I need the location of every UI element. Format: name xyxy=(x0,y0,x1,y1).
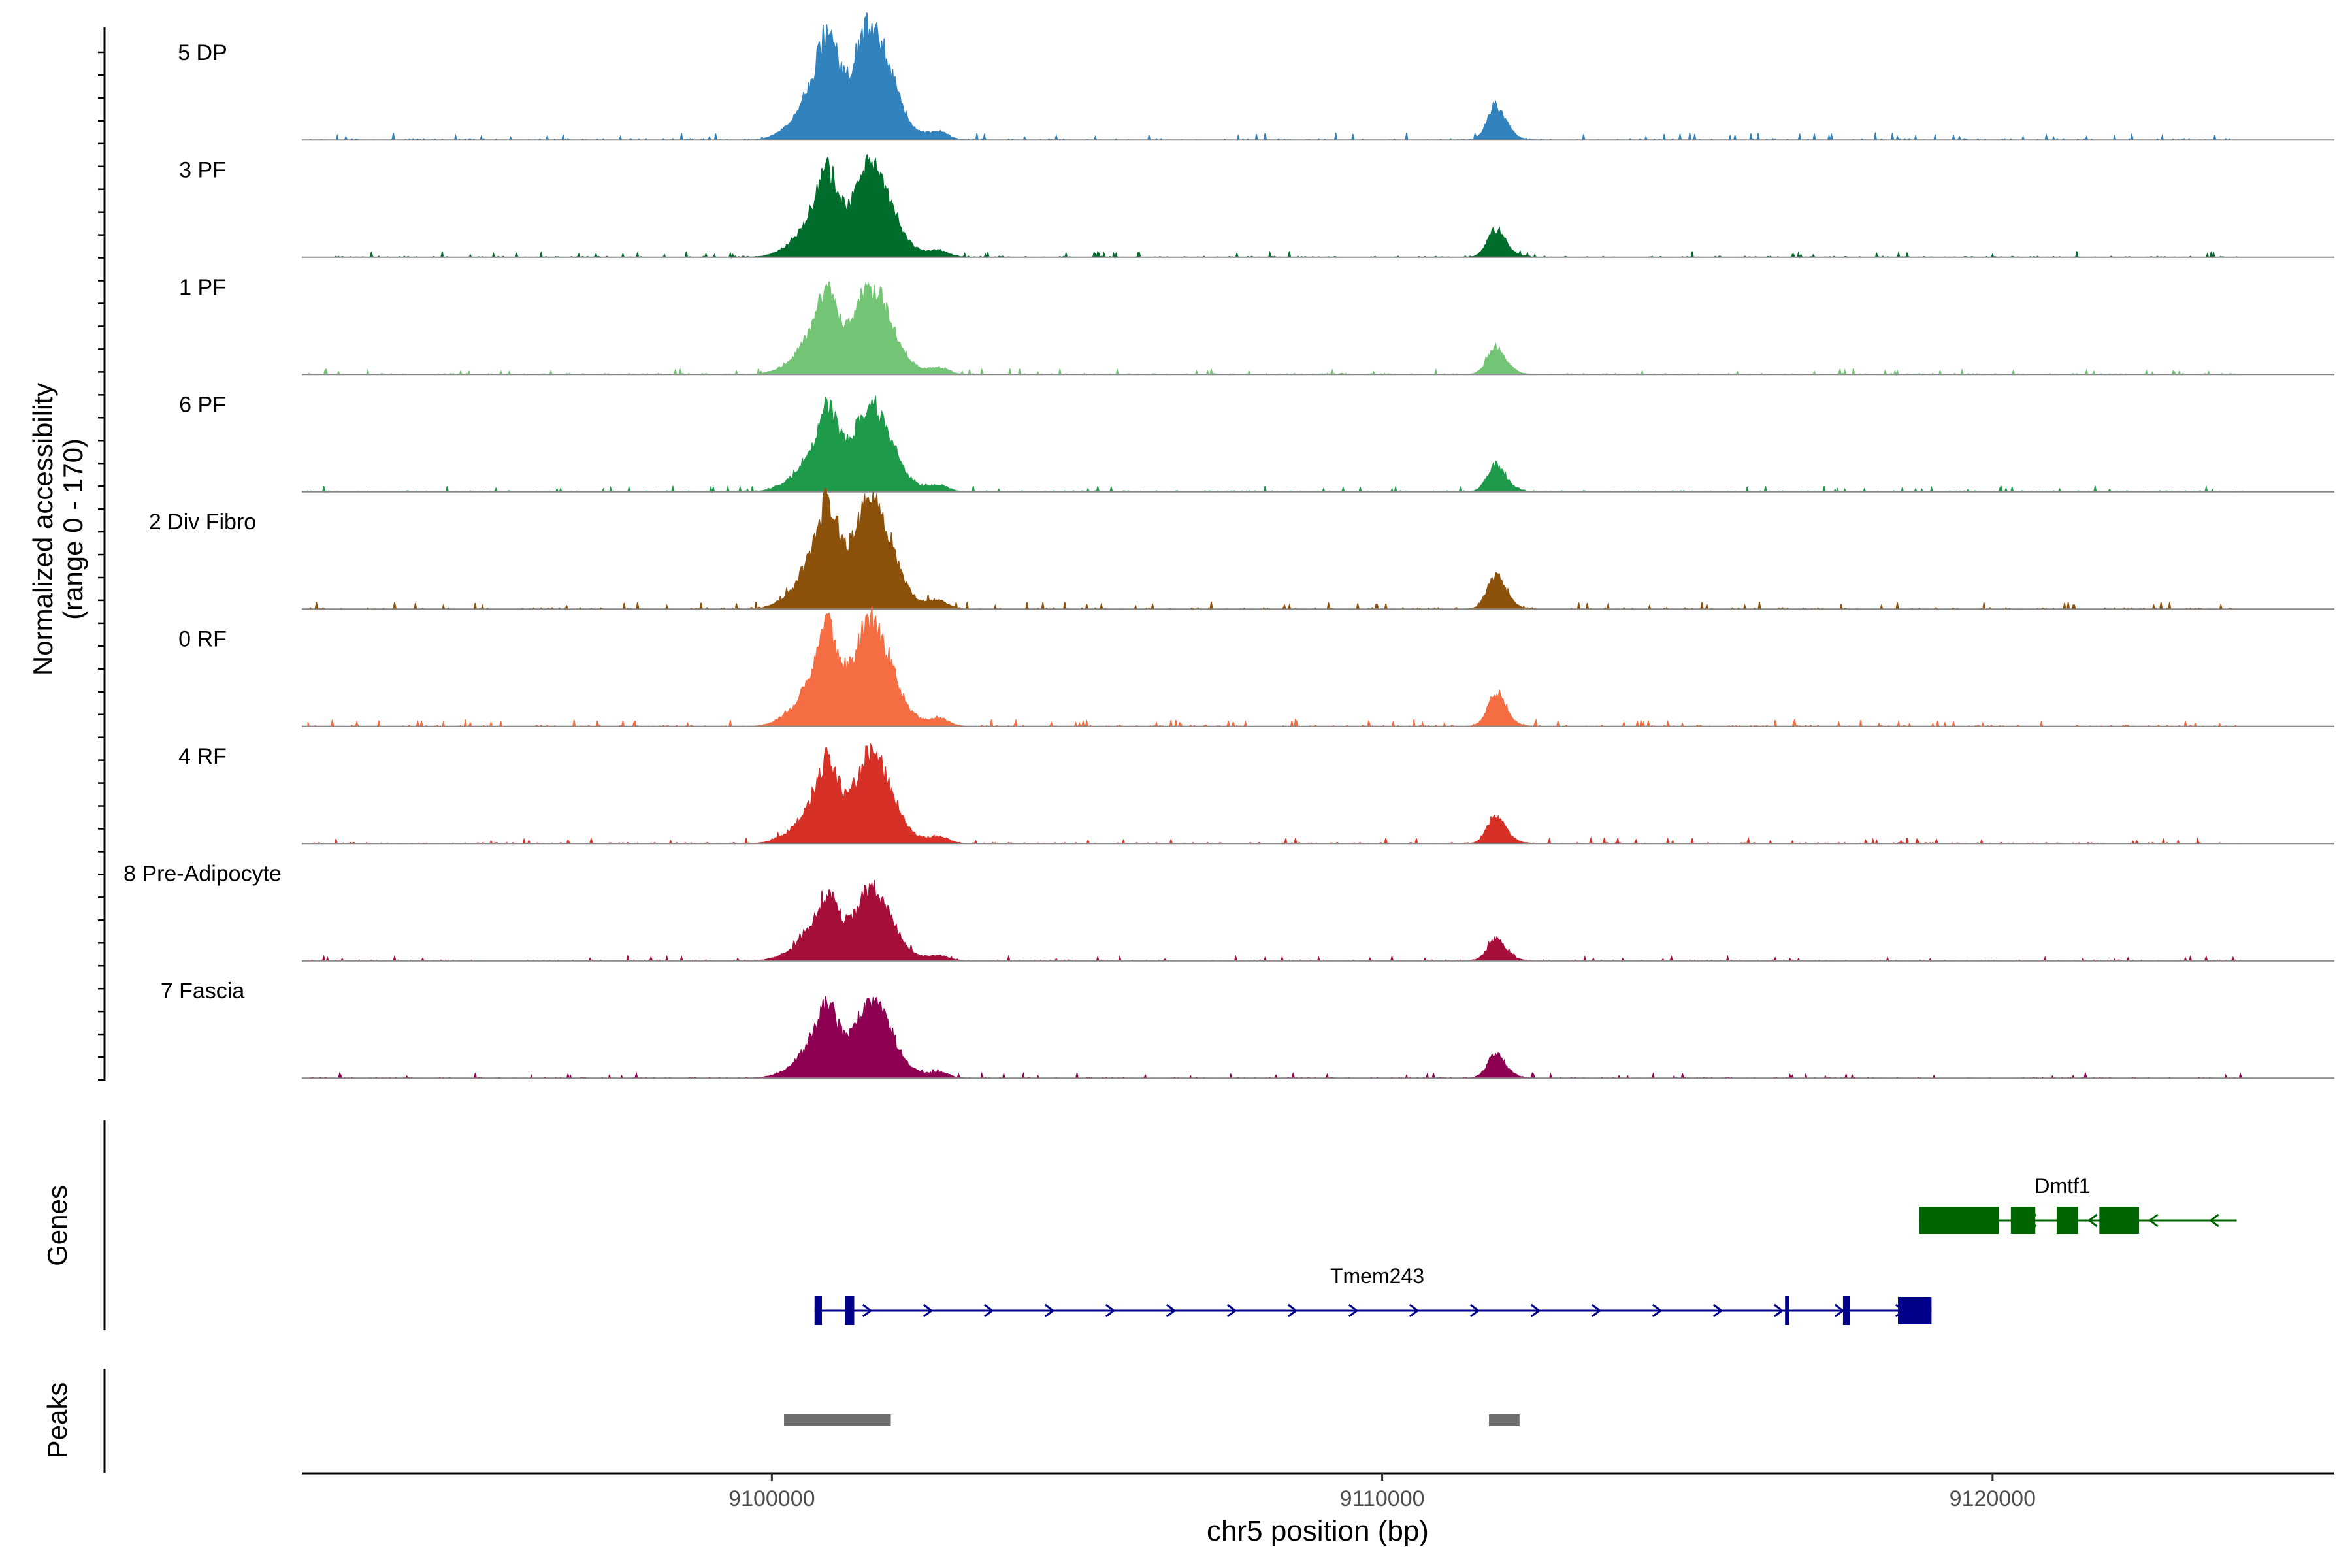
track-label: 8 Pre-Adipocyte xyxy=(123,862,282,887)
gene-name-label: Tmem243 xyxy=(1330,1264,1424,1288)
strand-arrow xyxy=(1834,1303,1845,1318)
track-7-fascia: 7 Fascia xyxy=(161,979,2334,1080)
coverage-area xyxy=(307,606,2243,728)
track-4-rf: 4 RF xyxy=(178,743,2334,845)
peak-regions xyxy=(784,1414,1520,1426)
coverage-area xyxy=(307,880,2243,962)
x-axis-title: chr5 position (bp) xyxy=(1207,1515,1429,1547)
x-axis-tick-label: 9120000 xyxy=(1950,1486,2036,1511)
coverage-area xyxy=(306,281,2243,376)
track-8-pre-adipocyte: 8 Pre-Adipocyte xyxy=(123,862,2334,962)
track-label: 4 RF xyxy=(178,744,227,769)
coverage-area xyxy=(308,153,2243,259)
x-axis-ticks: 9100000 9110000 9120000 xyxy=(728,1473,2036,1511)
gene-exon xyxy=(2056,1207,2078,1234)
track-2-div-fibro: 2 Div Fibro xyxy=(149,487,2334,610)
y-axis-range-label: (range 0 - 170) xyxy=(57,438,88,620)
peaks-label: Peaks xyxy=(42,1382,73,1459)
track-3-pf: 3 PF xyxy=(179,153,2334,259)
strand-arrow xyxy=(1530,1303,1541,1318)
strand-arrow xyxy=(1287,1303,1298,1318)
genes-label: Genes xyxy=(42,1185,73,1266)
peak-region xyxy=(1489,1414,1520,1426)
strand-arrow xyxy=(2087,1213,2098,1228)
strand-arrow xyxy=(1469,1303,1480,1318)
strand-arrow xyxy=(1226,1303,1237,1318)
gene-exon xyxy=(1842,1296,1850,1325)
track-1-pf: 1 PF xyxy=(179,275,2334,376)
track-label: 3 PF xyxy=(179,158,226,183)
gene-annotations: Dmtf1 Tmem243 xyxy=(814,1174,2237,1325)
gene-tmem243: Tmem243 xyxy=(814,1264,1932,1325)
track-label: 6 PF xyxy=(179,393,226,417)
track-6-pf: 6 PF xyxy=(179,393,2334,494)
gene-exon xyxy=(1919,1207,1999,1234)
track-label: 1 PF xyxy=(179,275,226,300)
track-5-dp: 5 DP xyxy=(178,12,2334,141)
gene-exon xyxy=(814,1296,822,1325)
x-axis-tick-label: 9110000 xyxy=(1340,1486,1425,1511)
x-axis-tick-label: 9100000 xyxy=(728,1486,815,1511)
peak-region xyxy=(784,1414,891,1426)
gene-exon xyxy=(2099,1207,2140,1234)
strand-arrow xyxy=(1652,1303,1663,1318)
track-label: 0 RF xyxy=(178,627,227,652)
y-axis xyxy=(98,27,106,1081)
strand-arrow xyxy=(983,1303,994,1318)
coverage-area xyxy=(308,12,2243,141)
coverage-area xyxy=(307,395,2244,494)
gene-exon xyxy=(1898,1297,1932,1324)
strand-arrow xyxy=(1591,1303,1602,1318)
strand-arrow xyxy=(1409,1303,1420,1318)
coverage-area xyxy=(308,743,2243,845)
gene-name-label: Dmtf1 xyxy=(2034,1174,2090,1198)
gene-exon xyxy=(2010,1207,2036,1234)
strand-arrow xyxy=(862,1303,873,1318)
coverage-area xyxy=(307,487,2243,610)
strand-arrow xyxy=(2148,1213,2159,1228)
track-label: 7 Fascia xyxy=(161,979,245,1004)
gene-exon xyxy=(845,1296,855,1325)
gene-dmtf1: Dmtf1 xyxy=(1919,1174,2237,1234)
strand-arrow xyxy=(1044,1303,1055,1318)
strand-arrow xyxy=(1712,1303,1723,1318)
strand-arrow xyxy=(2209,1213,2219,1228)
gene-exon xyxy=(1785,1296,1789,1325)
track-0-rf: 0 RF xyxy=(178,606,2334,728)
track-label: 5 DP xyxy=(178,41,227,65)
coverage-area xyxy=(308,996,2244,1080)
strand-arrow xyxy=(1348,1303,1359,1318)
strand-arrow xyxy=(1166,1303,1177,1318)
strand-arrow xyxy=(1773,1303,1784,1318)
coverage-tracks: 5 DP 3 PF 1 PF 6 PF 2 Div Fibro 0 RF 4 RF 8 Pre… xyxy=(123,12,2334,1080)
strand-arrow xyxy=(1105,1303,1116,1318)
track-label: 2 Div Fibro xyxy=(149,510,256,534)
strand-arrow xyxy=(923,1303,934,1318)
y-axis-title: Normalized accessibility xyxy=(27,383,58,676)
